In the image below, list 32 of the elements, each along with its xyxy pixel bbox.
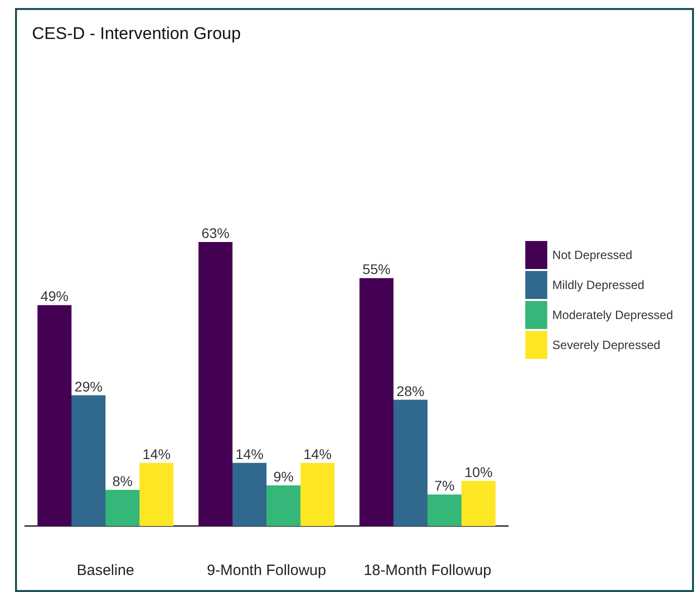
legend-label: Severely Depressed: [552, 338, 660, 352]
data-label: 8%: [112, 472, 133, 489]
bar: [71, 395, 106, 526]
bar: [393, 400, 428, 526]
data-label: 55%: [362, 261, 390, 278]
data-label: 63%: [201, 225, 230, 241]
bar: [428, 494, 462, 526]
bar: [266, 485, 301, 526]
x-tick-label: Baseline: [76, 562, 134, 579]
bar: [198, 242, 232, 526]
data-label: 9%: [273, 468, 294, 484]
bar: [359, 278, 394, 526]
bar: [232, 462, 266, 526]
data-label: 7%: [434, 477, 455, 494]
data-label: 49%: [40, 288, 68, 304]
bar: [300, 462, 335, 526]
data-label: 28%: [396, 382, 425, 399]
bar: [140, 462, 174, 526]
bar: [462, 480, 496, 526]
data-label: 10%: [464, 464, 493, 480]
legend-label: Not Depressed: [552, 248, 632, 262]
data-label: 29%: [74, 378, 103, 394]
x-tick-label: 9-Month Followup: [206, 562, 326, 579]
legend-label: Mildly Depressed: [552, 278, 644, 292]
chart-title: CES-D - Intervention Group: [32, 24, 241, 43]
bar: [37, 305, 72, 526]
legend-label: Moderately Depressed: [552, 308, 674, 322]
data-label: 14%: [142, 446, 171, 462]
x-tick-label: 18-Month Followup: [364, 562, 492, 579]
bar: [106, 490, 140, 526]
data-label: 14%: [304, 446, 332, 462]
data-label: 14%: [235, 446, 264, 462]
